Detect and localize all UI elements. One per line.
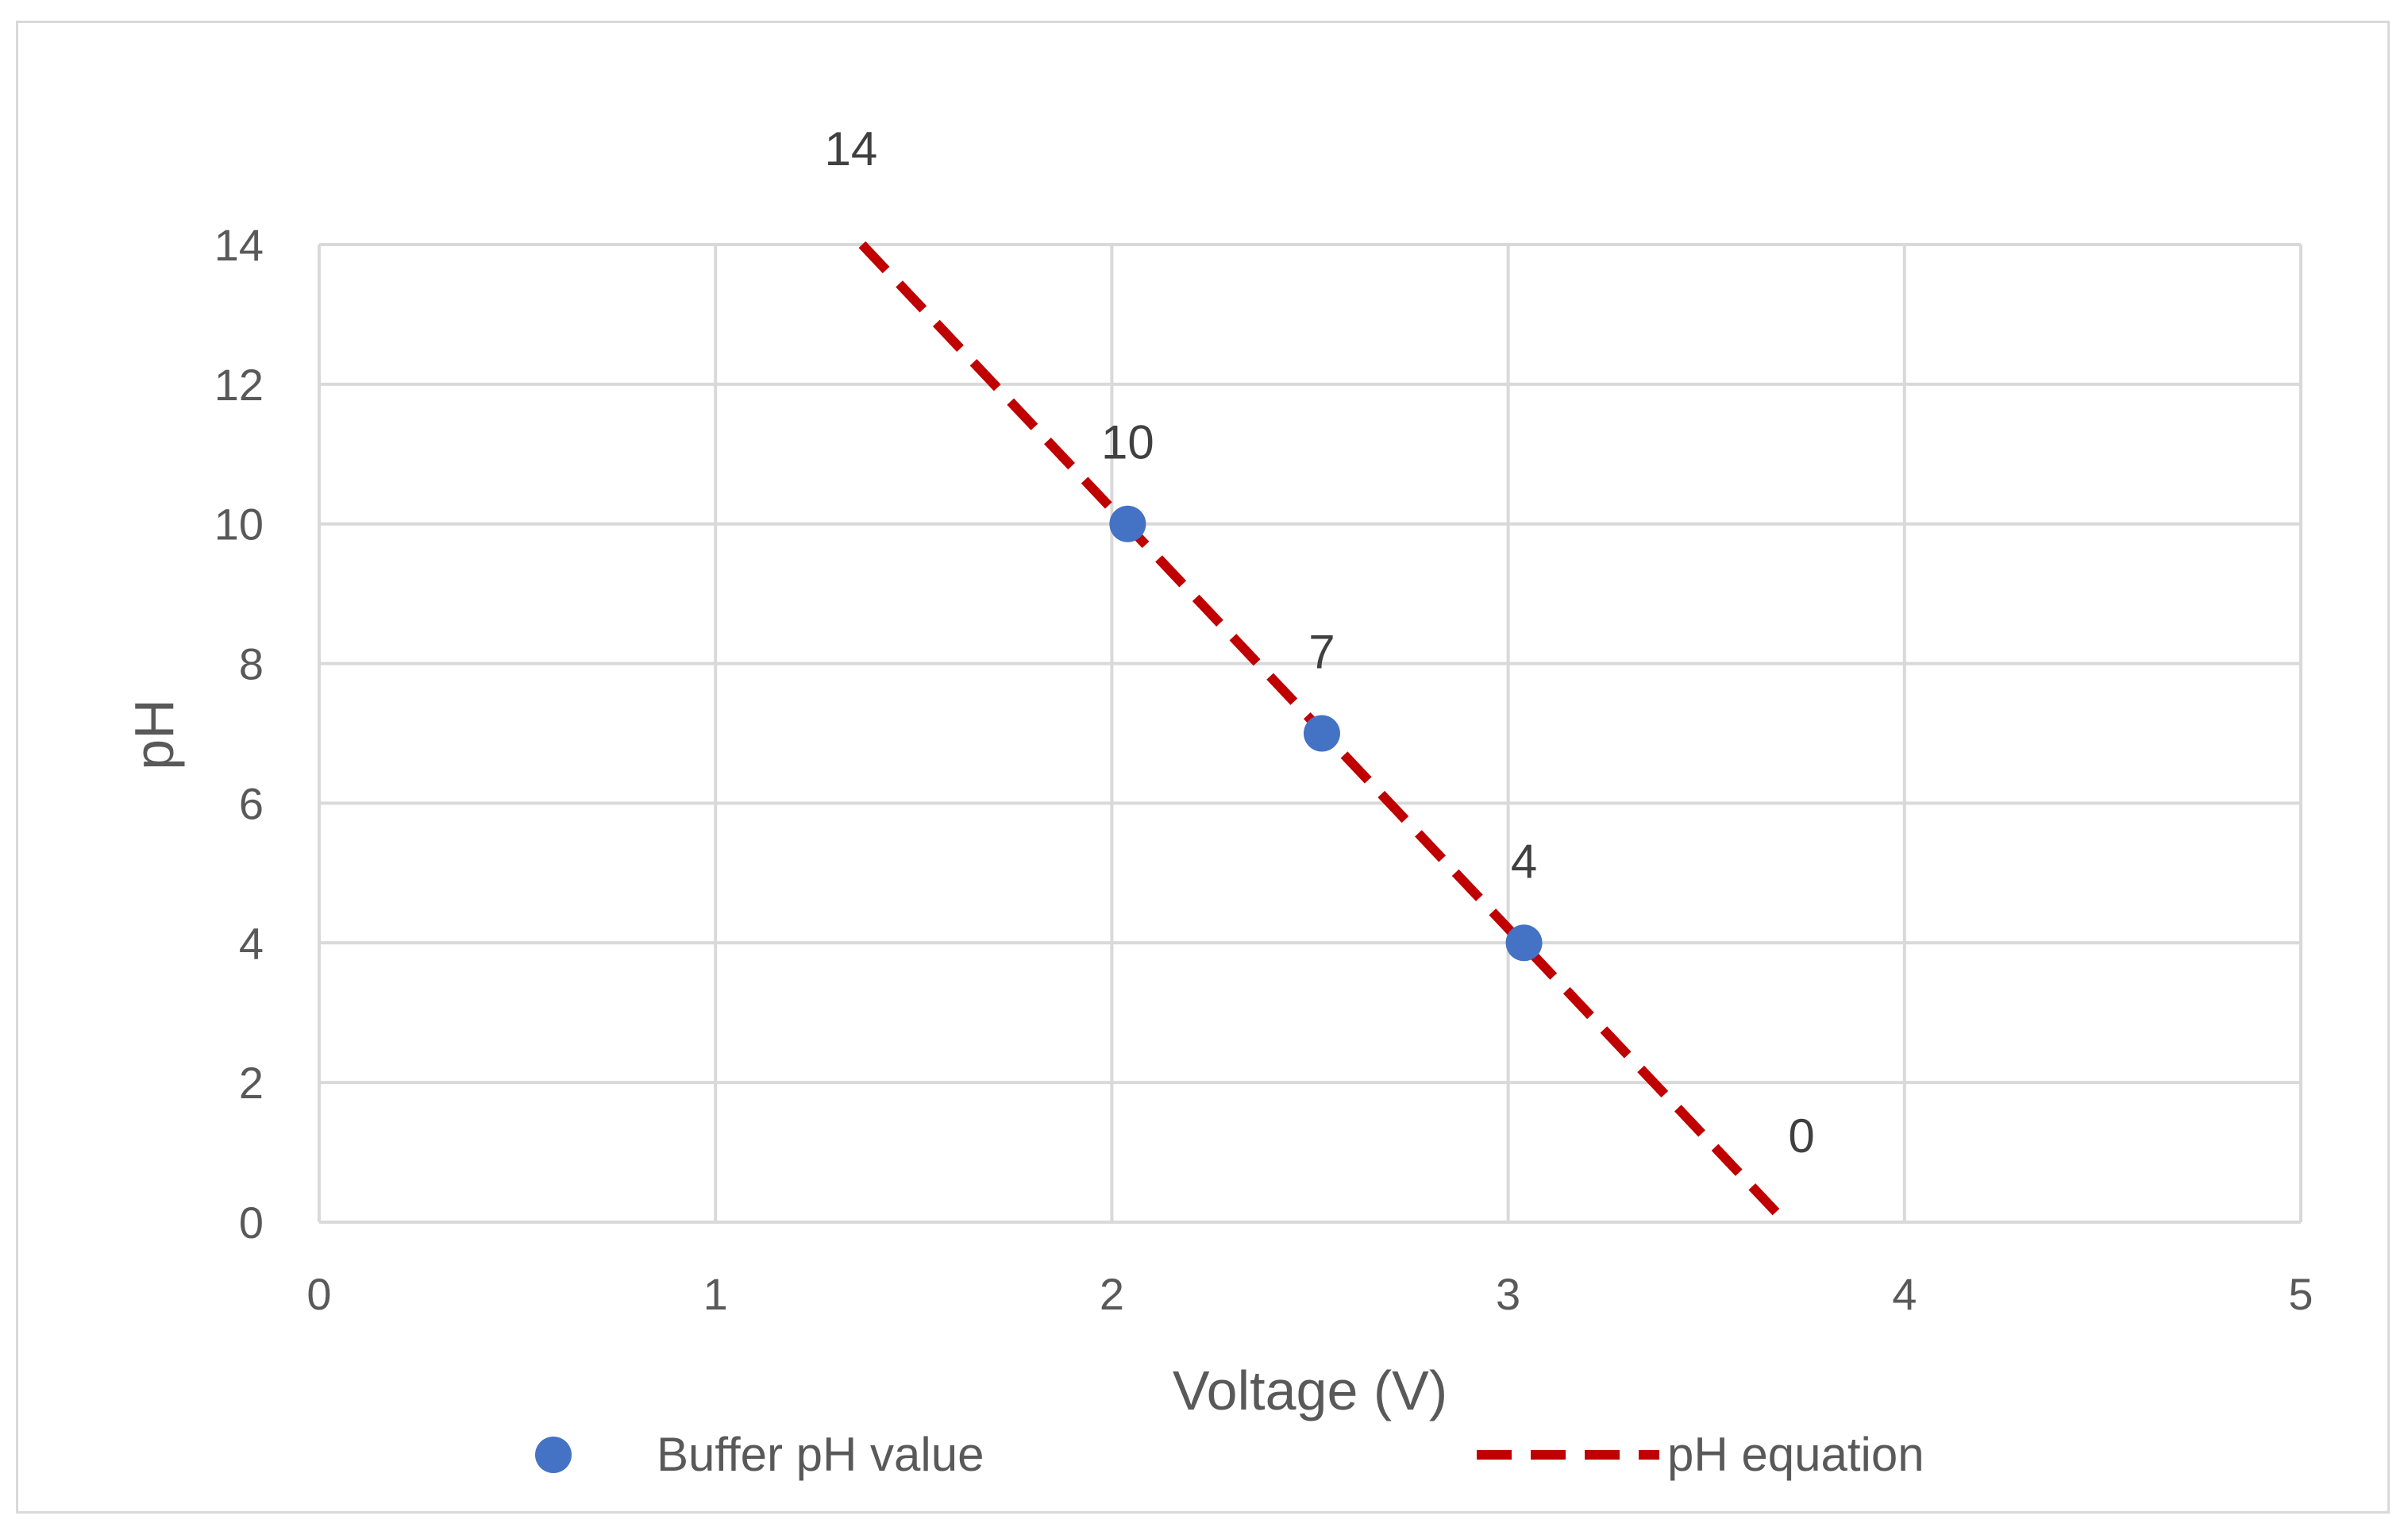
series-layer	[858, 241, 1790, 1226]
y-tick-label-0: 0	[239, 1198, 264, 1248]
buffer-point-label-1: 7	[1308, 626, 1335, 679]
x-axis-title: Voltage (V)	[1173, 1360, 1447, 1421]
x-tick-label-1: 1	[703, 1269, 728, 1319]
legend-marker-buffer	[535, 1437, 572, 1473]
equation-end-label-1: 0	[1788, 1109, 1814, 1163]
equation-end-label-0: 14	[825, 122, 878, 176]
x-tick-label-2: 2	[1100, 1269, 1124, 1319]
y-tick-label-10: 10	[214, 499, 264, 550]
buffer-point-2	[1505, 924, 1543, 962]
chart-frame	[16, 21, 2390, 1514]
y-axis-title: pH	[123, 699, 185, 770]
x-tick-label-4: 4	[1892, 1269, 1917, 1319]
y-tick-label-6: 6	[239, 778, 264, 828]
x-tick-label-5: 5	[2288, 1269, 2313, 1319]
y-tick-label-12: 12	[214, 360, 264, 410]
y-tick-label-2: 2	[239, 1058, 264, 1108]
x-tick-label-3: 3	[1496, 1269, 1520, 1319]
buffer-point-1	[1303, 715, 1340, 752]
y-tick-label-8: 8	[239, 639, 264, 689]
buffer-point-0	[1109, 505, 1146, 542]
x-tick-label-0: 0	[306, 1269, 331, 1319]
y-tick-label-14: 14	[214, 220, 264, 270]
legend: Buffer pH value pH equation	[535, 1428, 1924, 1481]
grid	[318, 243, 2302, 1224]
legend-label-equation: pH equation	[1667, 1428, 1924, 1481]
legend-label-buffer: Buffer pH value	[657, 1428, 984, 1481]
data-labels: 14 0 10 7 4	[825, 122, 1815, 1163]
buffer-point-label-2: 4	[1511, 835, 1537, 888]
y-tick-label-4: 4	[239, 918, 264, 968]
buffer-point-label-0: 10	[1101, 416, 1154, 469]
